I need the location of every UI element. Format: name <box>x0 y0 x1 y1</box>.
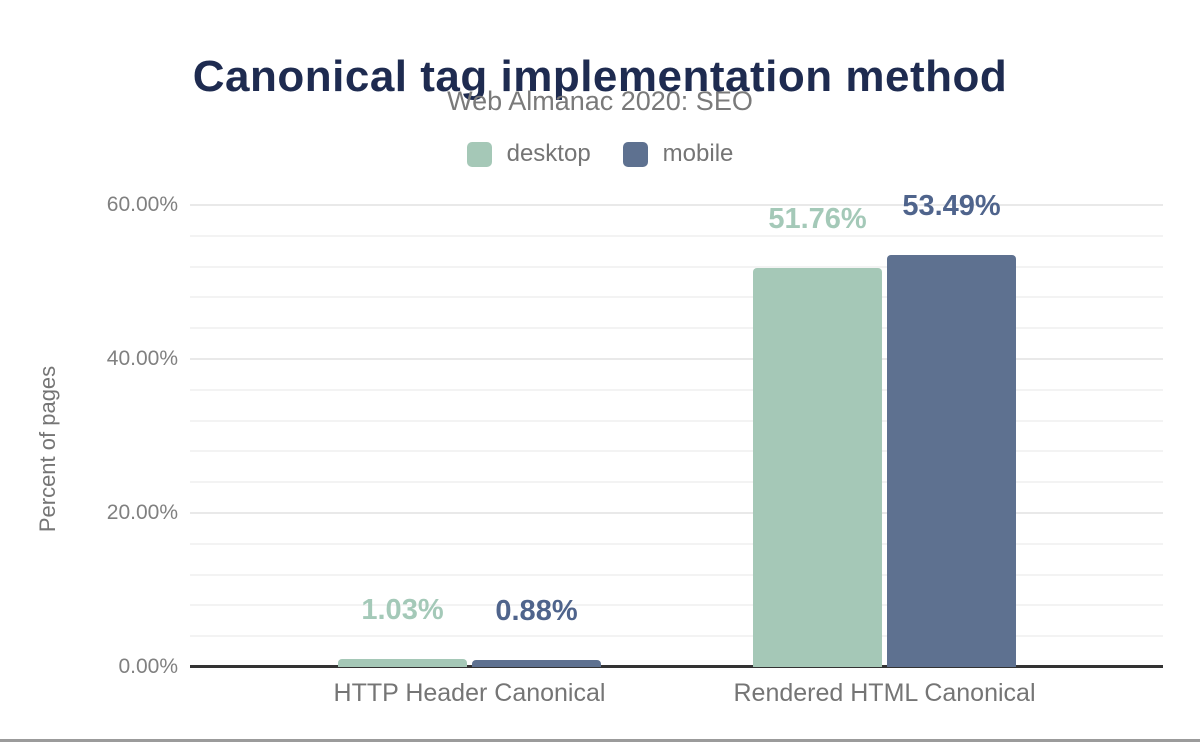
minor-gridline <box>190 234 1163 237</box>
minor-gridline <box>190 327 1163 330</box>
legend-label-mobile: mobile <box>662 140 734 167</box>
value-label-mobile: 53.49% <box>902 190 1001 222</box>
legend: desktop mobile <box>0 140 1200 168</box>
minor-gridline <box>190 419 1163 422</box>
bar-mobile <box>472 660 601 667</box>
x-category-label: Rendered HTML Canonical <box>733 679 1036 707</box>
minor-gridline <box>190 604 1163 607</box>
x-axis-baseline <box>190 665 1163 668</box>
y-tick-label: 20.00% <box>106 501 178 524</box>
minor-gridline <box>190 573 1163 576</box>
legend-item-mobile: mobile <box>622 140 734 168</box>
y-tick-label: 0.00% <box>118 655 178 678</box>
legend-label-desktop: desktop <box>506 140 591 167</box>
minor-gridline <box>190 265 1163 268</box>
legend-swatch-mobile <box>622 141 648 167</box>
minor-gridline <box>190 296 1163 299</box>
value-label-mobile: 0.88% <box>495 595 578 627</box>
bar-desktop <box>338 659 467 667</box>
chart-title: Canonical tag implementation method <box>192 52 1008 102</box>
page-bottom-border <box>0 739 1200 742</box>
minor-gridline <box>190 388 1163 391</box>
bar-desktop <box>753 268 882 667</box>
value-label-desktop: 1.03% <box>361 594 444 626</box>
legend-item-desktop: desktop <box>466 140 591 168</box>
minor-gridline <box>190 450 1163 453</box>
bar-mobile <box>887 255 1016 667</box>
minor-gridline <box>190 481 1163 484</box>
y-tick-label: 60.00% <box>106 193 178 216</box>
x-category-label: HTTP Header Canonical <box>333 679 606 707</box>
minor-gridline <box>190 542 1163 545</box>
major-gridline <box>190 512 1163 514</box>
major-gridline <box>190 358 1163 360</box>
legend-swatch-desktop <box>466 141 492 167</box>
value-label-desktop: 51.76% <box>768 203 867 235</box>
major-gridline <box>190 204 1163 206</box>
chart-subtitle: Web Almanac 2020: SEO <box>447 86 753 116</box>
y-tick-label: 40.00% <box>106 347 178 370</box>
minor-gridline <box>190 635 1163 638</box>
